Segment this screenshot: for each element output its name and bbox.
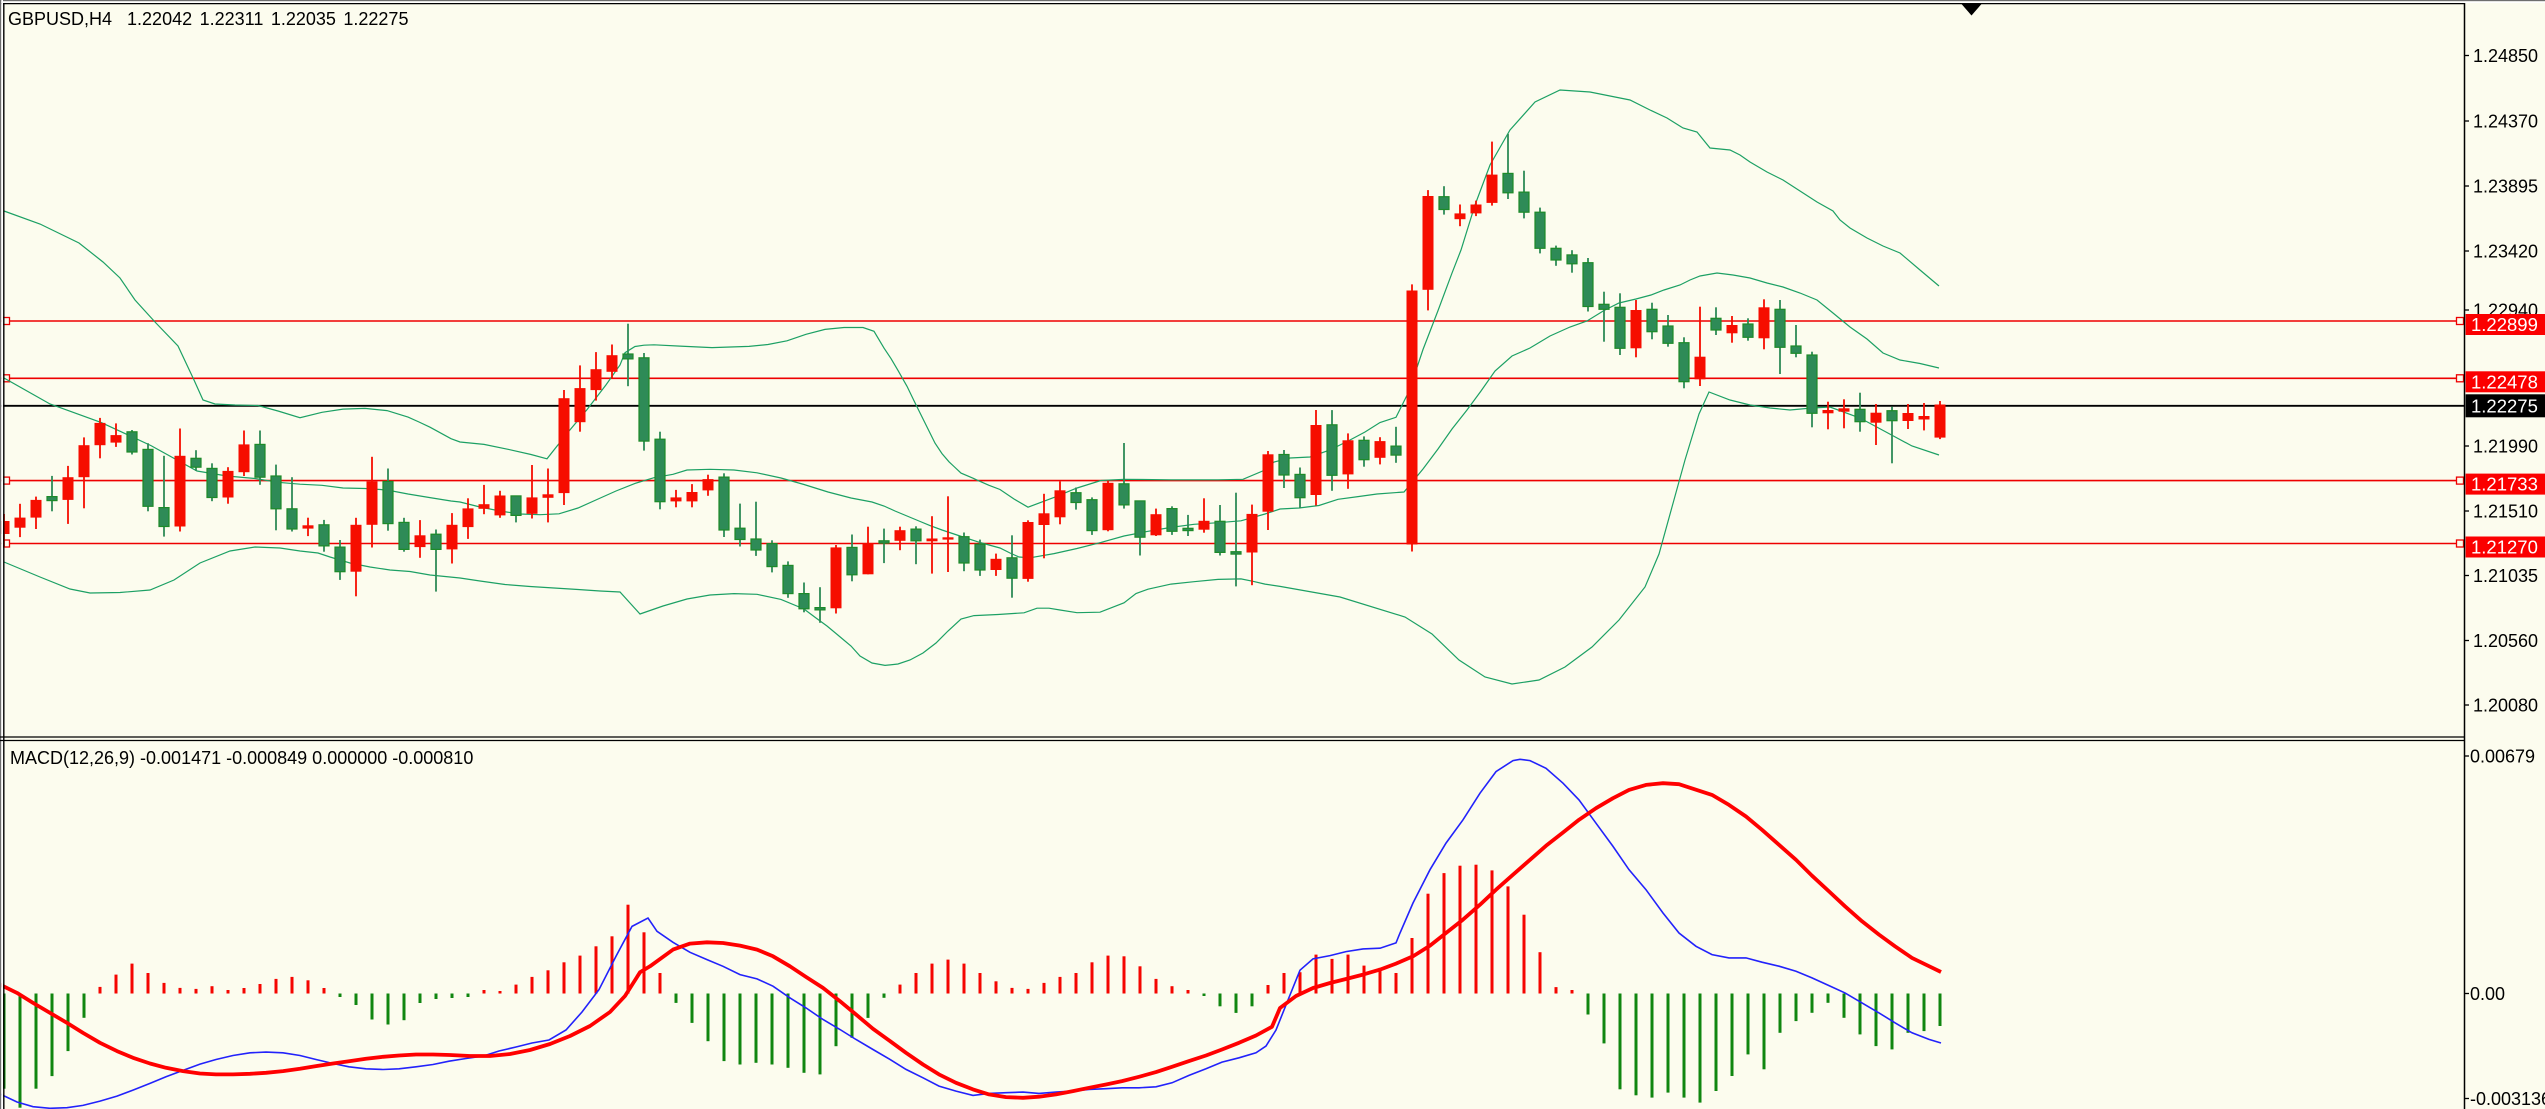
svg-text:1.20080: 1.20080 bbox=[2473, 696, 2538, 716]
svg-text:1.21510: 1.21510 bbox=[2473, 502, 2538, 522]
svg-text:MACD(12,26,9) -0.001471 -0.000: MACD(12,26,9) -0.001471 -0.000849 0.0000… bbox=[10, 748, 473, 768]
svg-text:1.24370: 1.24370 bbox=[2473, 112, 2538, 132]
svg-text:0.00679: 0.00679 bbox=[2470, 747, 2535, 767]
svg-text:1.23895: 1.23895 bbox=[2473, 177, 2538, 197]
svg-text:1.21733: 1.21733 bbox=[2471, 474, 2538, 495]
svg-text:-0.003136: -0.003136 bbox=[2470, 1089, 2545, 1109]
svg-text:1.22899: 1.22899 bbox=[2471, 314, 2538, 335]
svg-text:1.22478: 1.22478 bbox=[2471, 371, 2538, 392]
svg-text:0.00: 0.00 bbox=[2470, 984, 2505, 1004]
svg-text:1.21990: 1.21990 bbox=[2473, 437, 2538, 457]
svg-text:1.22275: 1.22275 bbox=[2471, 395, 2538, 416]
svg-text:1.21035: 1.21035 bbox=[2473, 566, 2538, 586]
svg-text:1.21270: 1.21270 bbox=[2471, 537, 2538, 558]
svg-text:GBPUSD,H4 1.22042 1.22311 1.2: GBPUSD,H4 1.22042 1.22311 1.22035 1.2227… bbox=[8, 9, 408, 29]
svg-text:1.23420: 1.23420 bbox=[2473, 242, 2538, 262]
svg-text:1.20560: 1.20560 bbox=[2473, 631, 2538, 651]
svg-text:1.24850: 1.24850 bbox=[2473, 46, 2538, 66]
